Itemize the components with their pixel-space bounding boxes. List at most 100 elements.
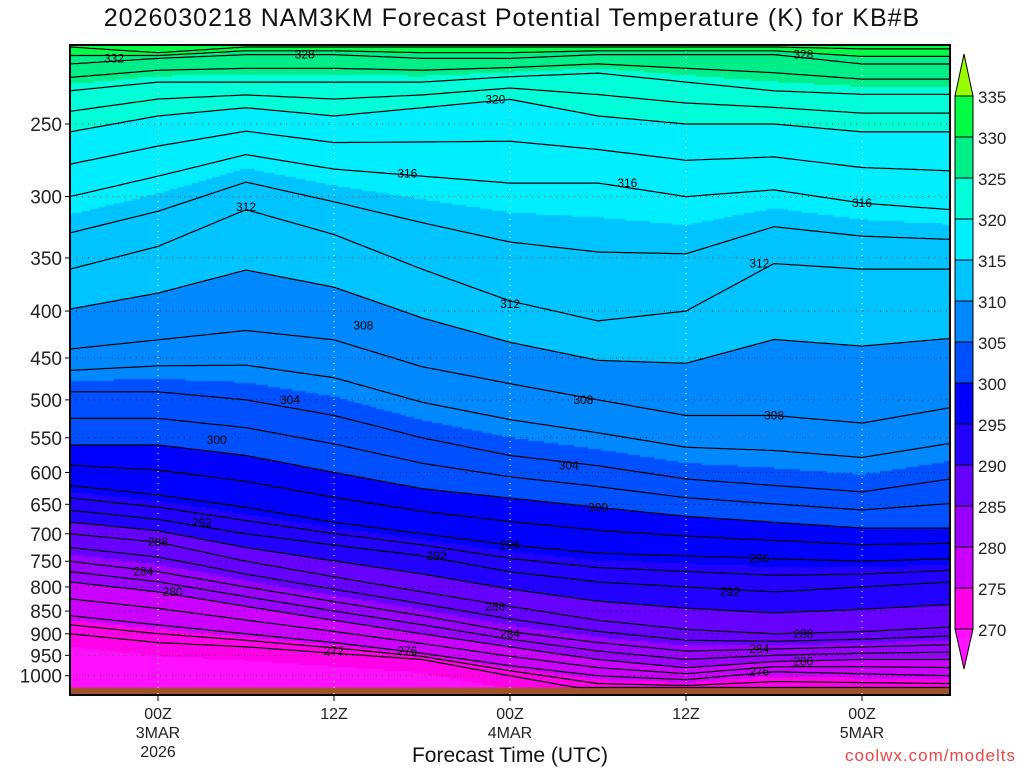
isentrope-276 (69, 615, 950, 681)
colorbar-box (954, 587, 974, 630)
colorbar-label: 335 (978, 88, 1006, 107)
x-axis-label: Forecast Time (UTC) (411, 744, 608, 767)
contour-label: 312 (236, 200, 256, 214)
contour-label: 284 (133, 565, 153, 579)
contour-label: 308 (353, 319, 373, 333)
contour-label: 280 (793, 655, 813, 669)
isentrope-280 (69, 581, 950, 669)
isentrope-lines (69, 46, 951, 689)
contour-label: 296 (500, 538, 520, 552)
y-tick-label: 500 (30, 391, 62, 412)
colorbar-label: 280 (978, 539, 1006, 558)
ground-terrain (70, 687, 950, 695)
colorbar-label: 290 (978, 457, 1006, 476)
y-tick-label: 850 (30, 602, 62, 623)
x-tick-label: 2026 (140, 744, 176, 761)
colorbar-label: 305 (978, 334, 1006, 353)
x-tick-label: 4MAR (488, 725, 532, 742)
isentrope-288 (69, 533, 951, 635)
contour-label: 304 (559, 459, 579, 473)
x-tick-label: 3MAR (136, 725, 180, 742)
contour-label: 320 (485, 92, 505, 106)
y-tick-label: 1000 (20, 667, 62, 688)
colorbar-box (954, 95, 974, 138)
isentrope-312 (69, 208, 950, 322)
colorbar-label: 325 (978, 170, 1006, 189)
y-tick-label: 700 (30, 525, 62, 546)
isentrope-286 (69, 546, 951, 642)
contour-label: 284 (500, 627, 520, 641)
colorbar-box (954, 423, 974, 466)
contour-label: 292 (720, 585, 740, 599)
y-tick-label: 550 (30, 429, 62, 450)
contour-label: 304 (280, 393, 300, 407)
isentrope-330 (70, 50, 950, 57)
credit-link[interactable]: coolwx.com/modelts (844, 746, 1016, 765)
isentrope-316 (69, 153, 951, 211)
contour-label: 284 (749, 642, 769, 656)
colorbar: 270 275 280 285 290 295 300 305 310 315 320 325 330 3… (954, 53, 1006, 670)
isentrope-328 (69, 54, 950, 65)
colorbar-label: 320 (978, 211, 1006, 230)
y-tick-label: 900 (30, 625, 62, 646)
colorbar-box (954, 464, 974, 507)
y-tick-label: 650 (30, 495, 62, 516)
colorbar-box (954, 300, 974, 343)
y-tick-label: 950 (30, 646, 62, 667)
isentrope-292 (69, 509, 951, 593)
contour-label: 276 (397, 644, 417, 658)
contour-label: 288 (793, 627, 813, 641)
colorbar-label: 315 (978, 252, 1006, 271)
contour-label: 328 (295, 48, 315, 62)
colorbar-label: 270 (978, 621, 1006, 640)
isentrope-300 (70, 444, 950, 529)
y-tick-label: 600 (30, 463, 62, 484)
x-tick-label: 5MAR (840, 725, 884, 742)
contour-label: 312 (500, 297, 520, 311)
isentrope-320 (69, 98, 950, 133)
contour-label: 316 (617, 176, 637, 190)
chart-title: 2026030218 NAM3KM Forecast Potential Tem… (103, 4, 921, 32)
colorbar-box (954, 341, 974, 384)
isentrope-274 (69, 624, 951, 687)
colorbar-label: 300 (978, 375, 1006, 394)
isentrope-294 (69, 497, 951, 576)
isentrope-308 (69, 329, 951, 424)
isentrope-306 (69, 364, 951, 459)
contour-label: 288 (485, 599, 505, 613)
y-tick-label: 400 (30, 302, 62, 323)
colorbar-label: 295 (978, 416, 1006, 435)
colorbar-arrow-top (954, 53, 974, 97)
colorbar-label: 330 (978, 129, 1006, 148)
contour-label: 292 (192, 515, 212, 529)
contour-label: 288 (148, 535, 168, 549)
isentrope-310 (69, 269, 951, 364)
x-tick-label: 00Z (144, 706, 172, 723)
x-tick-label: 00Z (496, 706, 524, 723)
colorbar-box (954, 218, 974, 261)
contour-label: 296 (749, 552, 769, 566)
contour-label: 308 (764, 408, 784, 422)
contour-label: 300 (207, 433, 227, 447)
contour-label: 328 (793, 48, 813, 62)
colorbar-label: 285 (978, 498, 1006, 517)
y-tick-label: 800 (30, 578, 62, 599)
isentrope-314 (69, 181, 951, 255)
isentrope-326 (69, 63, 950, 80)
colorbar-box (954, 259, 974, 302)
contour-label: 332 (104, 51, 124, 65)
colorbar-box (954, 382, 974, 425)
y-tick-label: 250 (30, 115, 62, 136)
colorbar-arrow-bottom (954, 628, 974, 670)
isentrope-284 (69, 560, 951, 652)
isentrope-290 (69, 521, 951, 614)
contour-label: 300 (588, 500, 608, 514)
isentrope-324 (69, 72, 950, 95)
isentrope-282 (69, 571, 951, 661)
colorbar-label: 275 (978, 580, 1006, 599)
y-tick-label: 300 (30, 188, 62, 209)
colorbar-box (954, 177, 974, 220)
contour-label: 280 (163, 585, 183, 599)
colorbar-box (954, 546, 974, 589)
